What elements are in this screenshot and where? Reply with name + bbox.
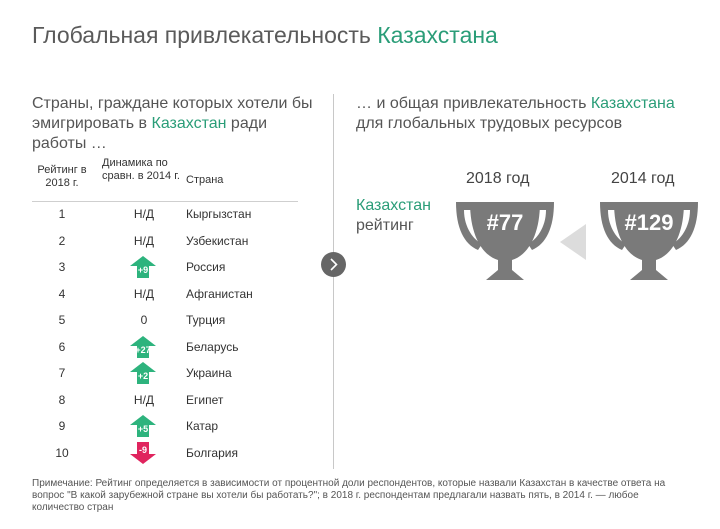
left-heading: Страны, граждане которых хотели бы эмигр…	[32, 94, 322, 154]
row-country: Беларусь	[186, 339, 239, 354]
dynamics-value: Н/Д	[133, 207, 155, 221]
row-rank: 10	[55, 445, 69, 460]
right-heading: … и общая привлекательность Казахстана д…	[356, 94, 686, 134]
left-heading-text: Страны, граждане которых хотели бы эмигр…	[32, 95, 313, 132]
title-text: Глобальная привлекательность	[32, 22, 378, 48]
table-row: 9 +5 Катар	[32, 413, 322, 439]
row-country: Катар	[186, 419, 219, 433]
rank-2014: #129	[624, 210, 674, 235]
row-rank: 9	[58, 419, 66, 433]
trophy-2014-icon	[600, 202, 698, 280]
trophy-2018-icon	[456, 202, 554, 280]
row-country: Украина	[186, 366, 232, 380]
header-dynamics: Динамика по сравн. в 2014 г.	[102, 157, 180, 182]
left-heading-tail: ради работы …	[32, 115, 267, 152]
dynamics-value: Н/Д	[133, 392, 155, 407]
dynamics-value: +9	[137, 265, 149, 275]
table-row: 8 Н/Д Египет	[32, 387, 322, 413]
chevron-right-icon	[321, 252, 346, 277]
row-rank: 8	[58, 392, 66, 407]
right-heading-highlight: Казахстана	[590, 95, 675, 112]
row-country: Узбекистан	[186, 233, 249, 248]
dynamics-value: +2	[137, 371, 149, 381]
year-2018-label: 2018 год	[466, 170, 530, 187]
header-rank: Рейтинг в 2018 г.	[37, 164, 87, 189]
comparison-arrow-icon	[560, 224, 586, 260]
row-rank: 7	[58, 366, 66, 380]
table-row: 6 +27 Беларусь	[32, 334, 322, 360]
row-rank: 2	[58, 233, 66, 248]
arrow-up-icon: +2	[130, 362, 156, 384]
row-country: Россия	[186, 260, 226, 274]
dynamics-value: Н/Д	[133, 233, 155, 248]
row-rank: 6	[58, 339, 66, 354]
dynamics-value: Н/Д	[133, 286, 155, 301]
dynamics-value: +27	[135, 344, 151, 355]
arrow-down-icon: -9	[130, 441, 156, 464]
left-heading-highlight: Казахстан	[151, 115, 227, 132]
arrow-up-icon: +9	[130, 256, 156, 278]
vertical-divider	[333, 94, 334, 469]
right-heading-tail: для глобальных трудовых ресурсов	[356, 115, 623, 132]
table-row: 7 +2 Украина	[32, 360, 322, 386]
header-country: Страна	[186, 174, 224, 186]
dynamics-value: +5	[137, 424, 149, 434]
table-row: 1 Н/Д Кыргызстан	[32, 201, 322, 227]
table-row: 10 -9 Болгария	[32, 440, 322, 466]
dynamics-value: 0	[140, 313, 148, 327]
row-country: Болгария	[186, 445, 238, 460]
row-country: Кыргызстан	[186, 207, 252, 221]
row-rank: 4	[58, 286, 66, 301]
header-divider	[32, 201, 298, 202]
arrow-up-icon: +5	[130, 415, 156, 437]
row-rank: 3	[58, 260, 66, 274]
dynamics-value: -9	[138, 444, 147, 455]
table-row: 2 Н/Д Узбекистан	[32, 228, 322, 254]
right-heading-text: … и общая привлекательность	[356, 95, 591, 112]
arrow-up-icon: +27	[130, 335, 156, 358]
row-rank: 5	[58, 313, 66, 327]
table-row: 5 0 Турция	[32, 307, 322, 333]
table-row: 4 Н/Д Афганистан	[32, 281, 322, 307]
title-highlight: Казахстана	[377, 22, 498, 48]
row-country: Турция	[186, 313, 226, 327]
row-country: Афганистан	[186, 286, 253, 301]
kz-name: Казахстан	[356, 197, 431, 214]
rank-2018: #77	[486, 210, 524, 235]
kazakhstan-rating-label: Казахстан рейтинг	[356, 196, 431, 236]
row-country: Египет	[186, 392, 224, 407]
page-title: Глобальная привлекательность Казахстана	[32, 22, 498, 49]
table-row: 3 +9 Россия	[32, 254, 322, 280]
footnote: Примечание: Рейтинг определяется в завис…	[32, 478, 666, 513]
row-rank: 1	[58, 207, 66, 221]
kz-suffix: рейтинг	[356, 217, 414, 234]
year-2014-label: 2014 год	[611, 170, 675, 187]
